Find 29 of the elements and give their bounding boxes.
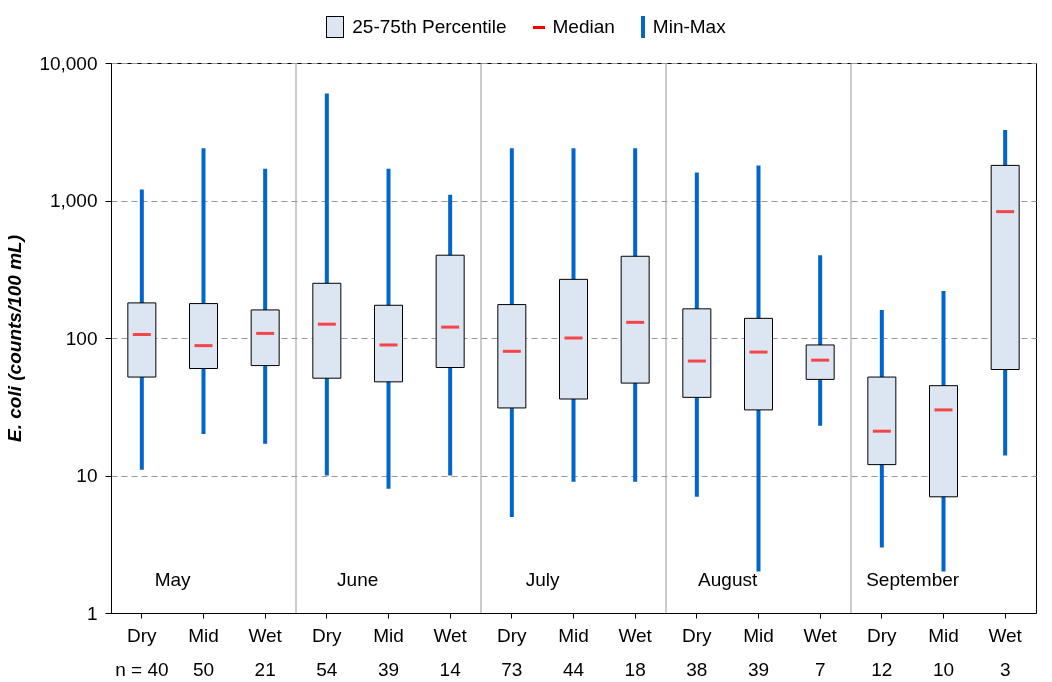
annotation: May bbox=[154, 569, 192, 590]
x-tick-label: Dry 12 bbox=[867, 624, 898, 680]
x-tick-label: Mid 39 bbox=[743, 624, 774, 680]
x-tick-label: Dry 54 bbox=[312, 624, 343, 680]
y-tick-label: 10,000 bbox=[39, 52, 98, 74]
legend-label: 25-75th Percentile bbox=[352, 16, 507, 38]
x-tick-label: Dry 73 bbox=[497, 624, 528, 680]
x-tick-label: Mid 50 bbox=[188, 624, 219, 680]
x-tick-label: Wet 7 bbox=[803, 624, 838, 680]
y-tick-label: 100 bbox=[65, 327, 98, 349]
annotation: August bbox=[698, 569, 758, 590]
annotation: July bbox=[525, 569, 561, 590]
y-tick-label: 10 bbox=[76, 465, 98, 486]
y-axis-title: E. coli (counts/100 mL) bbox=[4, 235, 26, 442]
annotation: September bbox=[866, 569, 960, 590]
x-tick-label: Wet 3 bbox=[988, 624, 1023, 680]
text: Median bbox=[552, 16, 615, 38]
x-tick-label: Dry n = 40 bbox=[115, 624, 169, 680]
annotation: June bbox=[337, 569, 379, 590]
x-tick-label: Wet 18 bbox=[618, 624, 653, 680]
x-tick-label: Mid 44 bbox=[558, 624, 589, 680]
x-tick-label: Mid 10 bbox=[928, 624, 959, 680]
y-tick-label: 1,000 bbox=[49, 190, 98, 211]
y-tick-label: 1 bbox=[86, 602, 98, 624]
x-tick-label: Mid 39 bbox=[373, 624, 404, 680]
x-tick-label: Wet 14 bbox=[433, 624, 468, 680]
x-tick-label: Wet 21 bbox=[248, 624, 283, 680]
x-tick-label: Dry 38 bbox=[682, 624, 713, 680]
text: Min-Max bbox=[652, 16, 726, 38]
